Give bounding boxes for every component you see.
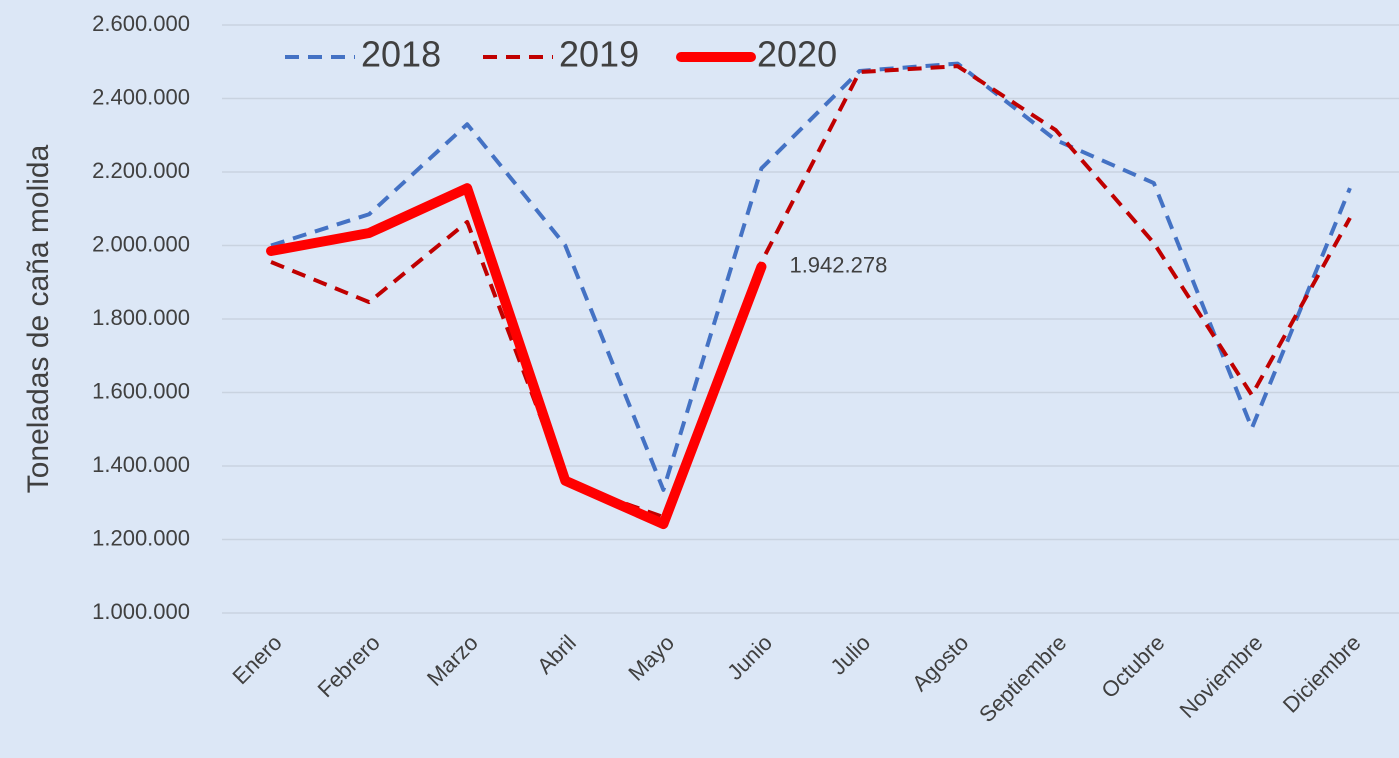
y-tick-label: 1.400.000 [92, 452, 190, 477]
y-tick-label: 1.200.000 [92, 525, 190, 550]
y-tick-label: 1.600.000 [92, 378, 190, 403]
line [266, 183, 767, 530]
x-tick-label: Agosto [907, 630, 973, 696]
y-axis-title: Toneladas de caña molida [22, 144, 55, 493]
y-tick-label: 1.000.000 [92, 599, 190, 624]
y-tick-label: 2.200.000 [92, 158, 190, 183]
x-tick-label: Octubre [1096, 630, 1169, 703]
x-tick-label: Septiembre [974, 630, 1071, 727]
line [270, 61, 1352, 492]
x-tick-label: Junio [722, 630, 777, 685]
x-tick-label: Mayo [623, 630, 679, 686]
y-tick-label: 2.400.000 [92, 84, 190, 109]
y-tick-label: 2.000.000 [92, 231, 190, 256]
line [270, 64, 1352, 520]
legend-label: 2018 [361, 34, 441, 75]
x-tick-label: Julio [826, 630, 876, 680]
y-tick-label: 1.800.000 [92, 305, 190, 330]
data-label: 1.942.278 [789, 253, 887, 278]
x-tick-label: Diciembre [1278, 630, 1366, 718]
x-tick-label: Febrero [313, 630, 385, 702]
x-tick-label: Enero [227, 630, 286, 689]
legend-label: 2019 [559, 34, 639, 75]
x-tick-label: Marzo [422, 630, 483, 691]
x-tick-label: Noviembre [1175, 630, 1268, 723]
legend-label: 2020 [757, 34, 837, 75]
y-tick-label: 2.600.000 [92, 11, 190, 36]
x-tick-label: Abril [532, 630, 581, 679]
